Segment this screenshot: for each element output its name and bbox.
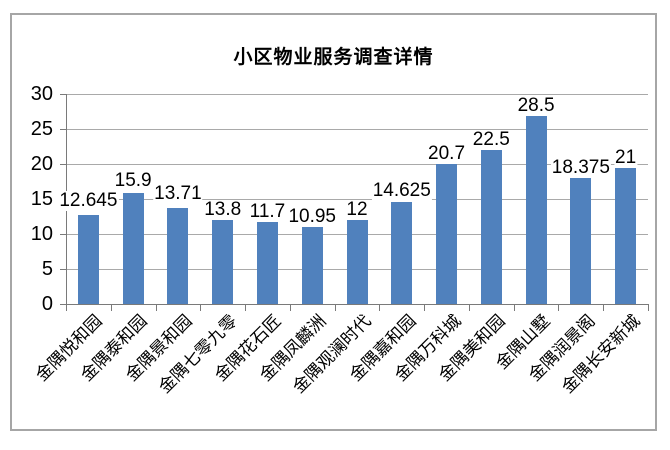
- x-axis-tick: [468, 305, 470, 311]
- x-axis-tick: [245, 305, 247, 311]
- y-axis-tick: [60, 304, 66, 305]
- x-axis-tick: [424, 305, 426, 311]
- bar[interactable]: [480, 146, 502, 304]
- x-axis-tick: [66, 305, 67, 311]
- bar[interactable]: [122, 192, 144, 304]
- bar[interactable]: [436, 159, 458, 304]
- bar[interactable]: [525, 104, 547, 304]
- x-axis-tick: [379, 305, 381, 311]
- y-axis-label: 5: [41, 258, 53, 280]
- x-axis-tick: [289, 305, 291, 311]
- x-axis-tick: [200, 305, 202, 311]
- bar[interactable]: [615, 157, 637, 304]
- y-axis-label: 15: [30, 188, 53, 210]
- bar-value-label: 10.95: [287, 206, 337, 228]
- bar[interactable]: [346, 220, 368, 304]
- x-axis-tick: [110, 305, 112, 311]
- y-axis-label: 30: [30, 83, 53, 105]
- bar-value-label: 12: [345, 199, 369, 220]
- bar-value-label: 22.5: [471, 128, 511, 150]
- x-axis-tick: [334, 305, 336, 311]
- bar-value-label: 12.645: [58, 190, 119, 212]
- x-axis-line: [66, 304, 649, 305]
- y-axis-tick: [60, 234, 66, 235]
- bar[interactable]: [256, 222, 278, 304]
- x-axis-tick: [603, 305, 605, 311]
- y-axis-tick: [60, 94, 66, 95]
- bar-value-label: 11.7: [248, 201, 287, 223]
- bar[interactable]: [570, 175, 592, 304]
- gridline: [66, 94, 648, 95]
- y-axis-tick: [60, 164, 66, 165]
- bar-value-label: 13.8: [203, 199, 243, 221]
- x-axis-tick: [513, 305, 515, 311]
- bar[interactable]: [77, 215, 99, 304]
- gridline: [66, 129, 648, 130]
- y-axis-label: 0: [41, 293, 53, 315]
- x-axis-tick: [648, 305, 649, 311]
- y-axis-label: 25: [30, 118, 53, 140]
- y-axis-label: 20: [30, 153, 53, 175]
- y-axis-label: 10: [30, 223, 53, 245]
- y-axis-tick: [60, 129, 66, 130]
- bar-value-label: 18.375: [550, 157, 611, 179]
- bar[interactable]: [167, 208, 189, 304]
- bar-value-label: 14.625: [371, 179, 432, 201]
- bar[interactable]: [391, 201, 413, 304]
- gridline: [66, 164, 648, 165]
- bar[interactable]: [212, 207, 234, 304]
- bar-value-label: 20.7: [427, 143, 467, 165]
- bar-value-label: 13.71: [153, 183, 203, 205]
- bar-value-label: 28.5: [516, 94, 556, 116]
- chart-title: 小区物业服务调查详情: [233, 47, 434, 68]
- bar-value-label: 21: [614, 147, 638, 168]
- gridline: [66, 199, 648, 200]
- y-axis-tick: [60, 269, 66, 270]
- x-axis-tick: [155, 305, 157, 311]
- x-axis-tick: [558, 305, 560, 311]
- bar-value-label: 15.9: [113, 169, 153, 191]
- bar[interactable]: [301, 227, 323, 304]
